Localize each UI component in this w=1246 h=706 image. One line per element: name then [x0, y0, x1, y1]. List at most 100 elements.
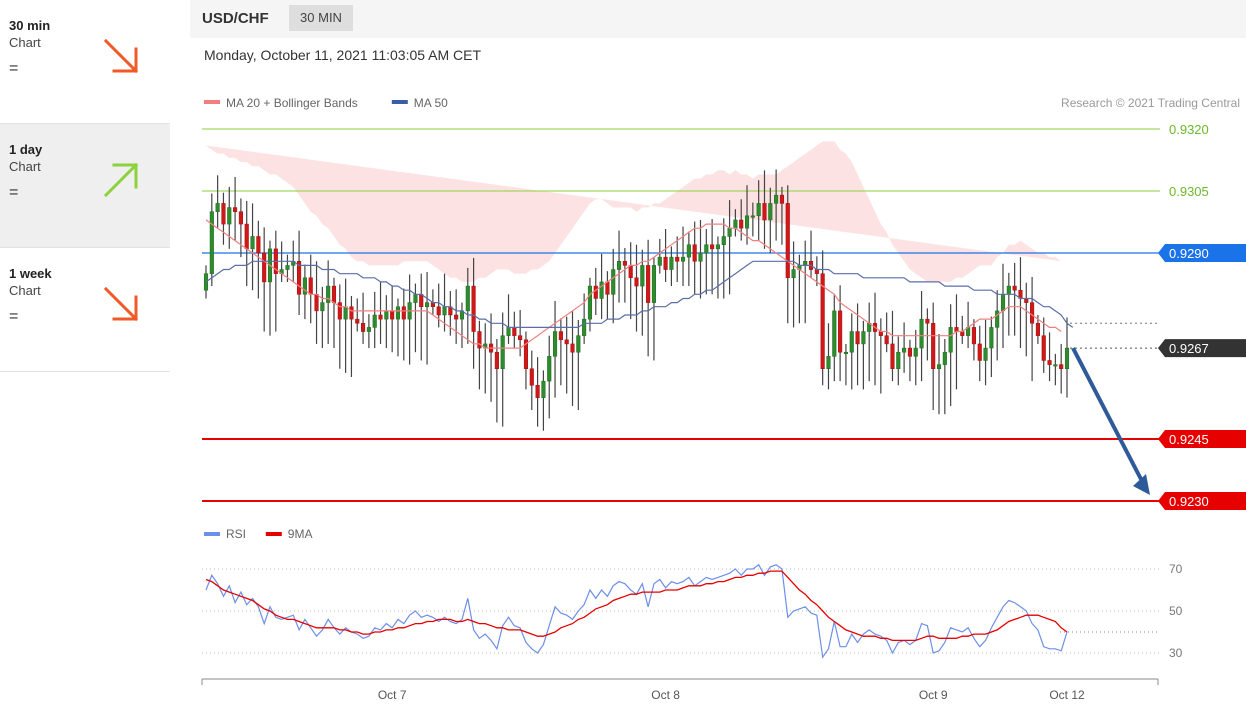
x-tick-label: Oct 7	[378, 688, 407, 702]
candle-body	[558, 331, 563, 341]
timeframe-equal-sign: =	[9, 308, 19, 325]
candle-body	[622, 261, 627, 266]
candle-body	[378, 314, 383, 320]
candle-body	[1064, 347, 1070, 369]
candle-body	[849, 331, 854, 353]
candle-body	[308, 277, 313, 295]
candle-body	[442, 306, 447, 316]
chart-header	[190, 0, 1246, 38]
candle-body	[838, 310, 843, 353]
candle-body	[1012, 285, 1017, 291]
candle-body	[1006, 285, 1011, 295]
candle-body	[651, 265, 657, 303]
candle-body	[477, 331, 482, 349]
x-tick-label: Oct 8	[651, 688, 680, 702]
candle-body	[942, 351, 947, 365]
rsi-legend-swatch-0	[204, 532, 220, 536]
candle-body	[256, 236, 261, 254]
timeframe-name: 1 week	[9, 266, 52, 281]
timeframe-badge[interactable]: 30 MIN	[289, 5, 353, 31]
candle-body	[710, 244, 715, 250]
candle-body	[390, 310, 395, 320]
candle-body	[1030, 302, 1035, 324]
candle-body	[547, 356, 552, 382]
candle-body	[721, 236, 726, 245]
candle-body	[384, 310, 389, 320]
candle-body	[925, 318, 930, 324]
timeframe-card-30min[interactable]: 30 min Chart =	[0, 0, 170, 124]
rsi-ma9-line	[205, 570, 1068, 642]
level-badge-0.9230	[1158, 492, 1246, 510]
level-badge-0.9267	[1158, 339, 1246, 358]
candle-body	[430, 302, 435, 307]
candle-body	[314, 294, 319, 312]
candle-body	[814, 269, 819, 274]
candle-body	[215, 203, 220, 212]
candle-body	[587, 285, 593, 320]
candle-body	[337, 302, 342, 320]
candle-body	[233, 207, 238, 212]
level-badge-0.9245	[1158, 430, 1246, 448]
candle-body	[907, 347, 912, 357]
candle-body	[692, 244, 697, 262]
candle-body	[285, 265, 290, 270]
candle-body	[1035, 323, 1040, 336]
rsi-tick-70: 70	[1169, 562, 1183, 576]
candle-body	[523, 339, 529, 369]
candle-body	[518, 335, 523, 341]
rsi-tick-30: 30	[1169, 646, 1183, 660]
candle-body	[733, 219, 738, 229]
x-tick-label: Oct 12	[1049, 688, 1085, 702]
level-label-0.9230: 0.9230	[1169, 494, 1209, 509]
candle-body	[890, 343, 895, 369]
bollinger-bands	[206, 141, 1062, 282]
candle-body	[297, 261, 302, 295]
ma50-line	[205, 260, 1074, 328]
candle-body	[843, 351, 848, 354]
candle-body	[1041, 335, 1046, 361]
timeframe-sub: Chart	[9, 159, 41, 174]
candle-body	[221, 203, 226, 225]
candle-body	[1047, 360, 1052, 365]
candle-body	[570, 343, 575, 353]
legend-swatch-1	[391, 100, 408, 104]
legend-label-0: MA 20 + Bollinger Bands	[226, 96, 358, 110]
candle-body	[227, 207, 232, 225]
candle-body	[512, 327, 517, 336]
timeframe-card-1week[interactable]: 1 week Chart =	[0, 248, 170, 372]
candle-body	[262, 252, 267, 283]
candle-body	[471, 285, 476, 332]
candle-body	[919, 318, 924, 349]
candle-body	[803, 261, 808, 266]
candle-body	[686, 244, 691, 258]
candle-body	[669, 256, 674, 270]
candles	[203, 169, 1070, 431]
candle-body	[593, 285, 598, 299]
candle-body	[646, 265, 651, 303]
candle-body	[634, 277, 639, 287]
candle-body	[541, 380, 546, 398]
candle-body	[861, 331, 866, 345]
candle-body	[983, 347, 988, 361]
candle-body	[739, 219, 744, 229]
rsi-tick-50: 50	[1169, 604, 1183, 618]
rsi-legend-swatch-1	[265, 532, 282, 536]
timeframe-card-1day[interactable]: 1 day Chart =	[0, 124, 170, 248]
candle-body	[576, 335, 581, 353]
candle-body	[500, 335, 505, 369]
candle-body	[372, 314, 377, 328]
candle-body	[698, 252, 703, 262]
timeframe-name: 30 min	[9, 18, 51, 33]
candle-body	[657, 256, 662, 266]
legend-label-1: MA 50	[414, 96, 448, 110]
candle-body	[971, 327, 976, 345]
candle-body	[948, 327, 953, 353]
candle-body	[209, 211, 214, 274]
candle-body	[663, 256, 668, 270]
candle-body	[535, 385, 540, 398]
rsi-legend-label-1: 9MA	[288, 527, 313, 541]
timeframe-sub: Chart	[9, 35, 41, 50]
candle-body	[785, 203, 790, 279]
candle-body	[820, 273, 825, 369]
